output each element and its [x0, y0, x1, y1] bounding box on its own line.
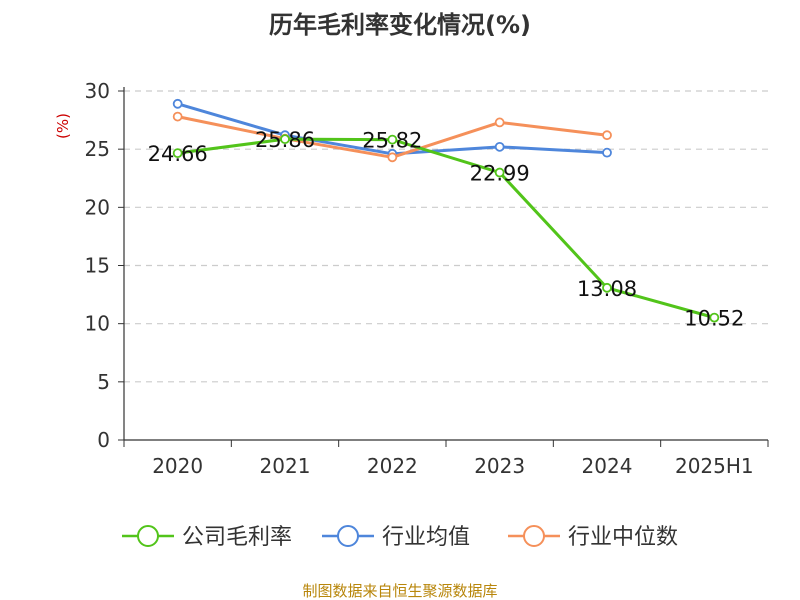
data-label: 25.82 [362, 129, 422, 153]
legend-item: 公司毛利率 [122, 525, 292, 550]
legend: 公司毛利率 行业均值 行业中位数 [122, 525, 678, 550]
y-axis-unit: (%) [54, 113, 72, 139]
data-point [709, 312, 720, 323]
x-tick-label: 2024 [582, 454, 633, 478]
data-point [172, 148, 183, 159]
y-tick-label: 10 [85, 312, 110, 336]
y-tick-label: 30 [85, 79, 110, 103]
y-tick-label: 0 [97, 428, 110, 452]
data-point [172, 111, 183, 122]
data-labels: 24.66 25.86 25.82 22.99 13.08 10.52 [148, 128, 745, 330]
x-tick-label: 2020 [152, 454, 203, 478]
data-point [494, 117, 505, 128]
legend-label: 行业均值 [382, 525, 470, 550]
x-tick-labels: 2020 2021 2022 2023 2024 2025H1 [152, 454, 753, 478]
x-tick-label: 2022 [367, 454, 418, 478]
legend-marker [137, 525, 159, 547]
y-tick-label: 25 [85, 137, 110, 161]
source-note: 制图数据来自恒生聚源数据库 [302, 582, 497, 600]
data-point [172, 98, 183, 109]
data-label: 10.52 [684, 307, 744, 331]
data-label: 22.99 [470, 162, 530, 186]
legend-label: 行业中位数 [568, 525, 678, 550]
series-group [172, 98, 720, 323]
data-point [387, 134, 398, 145]
data-point [602, 130, 612, 141]
data-point [494, 141, 505, 152]
gridlines [124, 90, 768, 383]
data-point [602, 282, 612, 293]
y-tick-label: 5 [97, 370, 110, 394]
series-line-1 [177, 137, 715, 320]
legend-item: 行业均值 [322, 525, 470, 550]
legend-marker [337, 525, 359, 547]
data-label: 24.66 [148, 142, 208, 166]
legend-marker [523, 525, 545, 547]
y-tick-label: 15 [85, 254, 110, 278]
y-tick-labels: 0 5 10 15 20 25 30 [85, 79, 110, 452]
x-tick-label: 2025H1 [675, 454, 754, 478]
data-point [602, 147, 612, 158]
data-point [280, 134, 290, 145]
data-label: 25.86 [255, 128, 315, 152]
axes [118, 87, 769, 447]
data-point [494, 167, 505, 178]
data-label: 13.08 [577, 277, 637, 301]
x-tick-label: 2021 [260, 454, 311, 478]
legend-item: 行业中位数 [508, 525, 678, 550]
x-tick-label: 2023 [474, 454, 525, 478]
data-point [387, 152, 398, 163]
legend-label: 公司毛利率 [182, 525, 292, 550]
chart-title: 历年毛利率变化情况(%) [269, 11, 531, 39]
y-tick-label: 20 [85, 195, 110, 219]
